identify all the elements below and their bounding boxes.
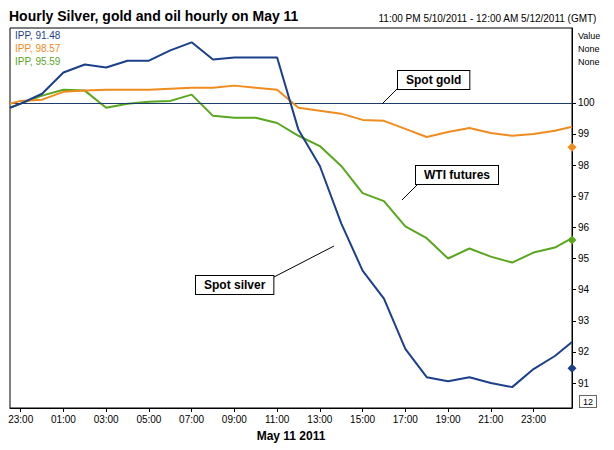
svg-text:12: 12 xyxy=(583,397,593,407)
svg-text:IPP, 98.57: IPP, 98.57 xyxy=(15,43,61,54)
svg-text:21:00: 21:00 xyxy=(478,414,503,425)
svg-text:17:00: 17:00 xyxy=(393,414,418,425)
svg-text:92: 92 xyxy=(578,346,590,357)
svg-text:15:00: 15:00 xyxy=(350,414,375,425)
svg-text:05:00: 05:00 xyxy=(136,414,161,425)
svg-text:97: 97 xyxy=(578,191,590,202)
svg-text:23:00: 23:00 xyxy=(521,414,546,425)
svg-text:IPP, 91.48: IPP, 91.48 xyxy=(15,30,61,41)
svg-text:07:00: 07:00 xyxy=(179,414,204,425)
svg-text:None: None xyxy=(578,57,600,67)
svg-text:09:00: 09:00 xyxy=(222,414,247,425)
svg-text:13:00: 13:00 xyxy=(307,414,332,425)
svg-text:WTI futures: WTI futures xyxy=(424,168,490,182)
svg-text:98: 98 xyxy=(578,160,590,171)
svg-text:95: 95 xyxy=(578,253,590,264)
svg-text:Value: Value xyxy=(578,31,600,41)
svg-text:94: 94 xyxy=(578,284,590,295)
svg-text:May 11 2011: May 11 2011 xyxy=(257,429,326,443)
svg-text:91: 91 xyxy=(578,378,590,389)
svg-text:Spot silver: Spot silver xyxy=(204,278,266,292)
svg-text:19:00: 19:00 xyxy=(436,414,461,425)
svg-text:23:00: 23:00 xyxy=(8,414,33,425)
svg-text:Hourly Silver, gold and oil ho: Hourly Silver, gold and oil hourly on Ma… xyxy=(9,8,299,24)
svg-text:93: 93 xyxy=(578,315,590,326)
svg-text:Spot gold: Spot gold xyxy=(406,73,461,87)
svg-text:11:00: 11:00 xyxy=(265,414,290,425)
svg-text:100: 100 xyxy=(578,97,595,108)
svg-text:IPP, 95.59: IPP, 95.59 xyxy=(15,56,61,67)
svg-text:11:00 PM 5/10/2011 - 12:00 AM: 11:00 PM 5/10/2011 - 12:00 AM 5/12/2011 … xyxy=(379,13,597,24)
svg-text:96: 96 xyxy=(578,222,590,233)
svg-text:03:00: 03:00 xyxy=(94,414,119,425)
svg-text:None: None xyxy=(578,44,600,54)
svg-text:01:00: 01:00 xyxy=(51,414,76,425)
svg-text:99: 99 xyxy=(578,128,590,139)
